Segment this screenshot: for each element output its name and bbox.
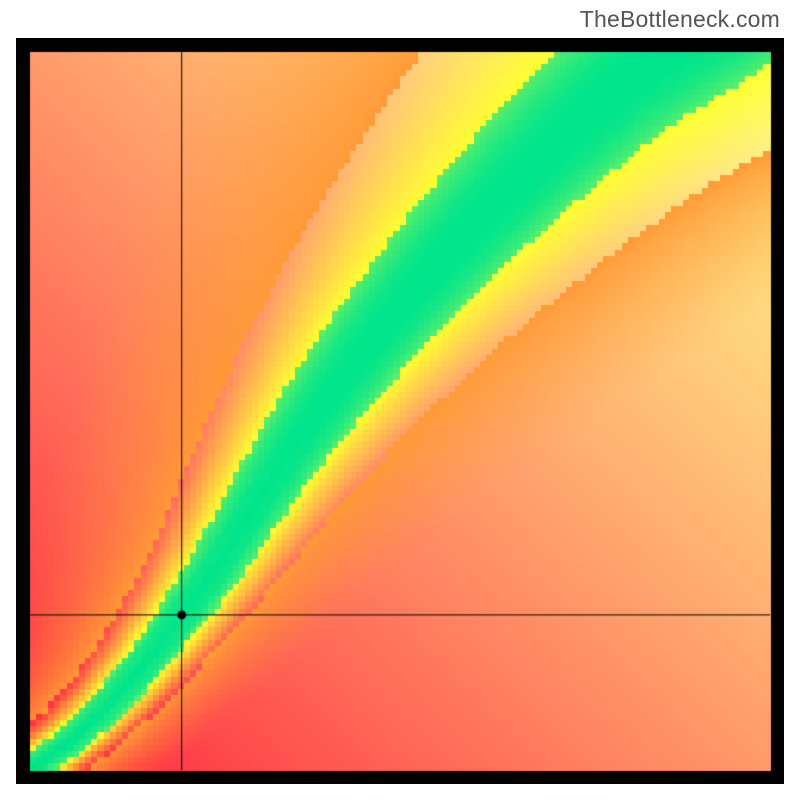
heatmap-canvas bbox=[16, 38, 784, 784]
chart-container: TheBottleneck.com bbox=[0, 0, 800, 800]
watermark-text: TheBottleneck.com bbox=[580, 6, 780, 33]
heatmap-plot bbox=[16, 38, 784, 784]
